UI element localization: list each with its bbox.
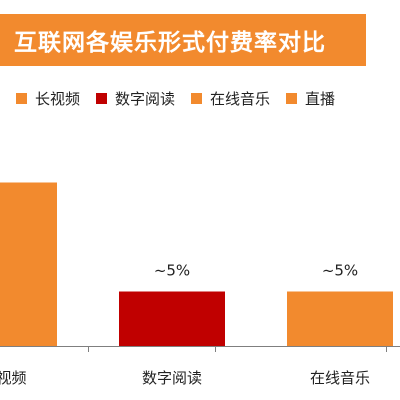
legend-item-digital-reading: 数字阅读 (96, 88, 175, 109)
bar-2 (287, 291, 393, 346)
category-label-0: 长视频 (0, 369, 27, 387)
bar-1 (119, 291, 225, 346)
bar-0 (0, 182, 57, 346)
legend-item-online-music: 在线音乐 (191, 88, 270, 109)
chart-title: 互联网各娱乐形式付费率对比 (14, 30, 326, 56)
category-label-1: 数字阅读 (142, 369, 202, 387)
legend-label-digital-reading: 数字阅读 (115, 89, 176, 108)
chart-legend: 长视频 数字阅读 在线音乐 直播 (16, 86, 396, 110)
chart-title-bar: 互联网各娱乐形式付费率对比 (0, 14, 366, 66)
data-label-2: ~5% (322, 262, 358, 280)
legend-swatch-live-streaming (286, 92, 298, 104)
legend-item-live-streaming: 直播 (286, 88, 335, 109)
legend-swatch-long-video (16, 92, 27, 104)
legend-swatch-digital-reading (96, 92, 108, 104)
data-label-1: ~5% (154, 262, 190, 280)
legend-label-live-streaming: 直播 (305, 89, 336, 108)
legend-label-long-video: 长视频 (35, 89, 81, 108)
legend-swatch-online-music (191, 92, 203, 104)
category-label-2: 在线音乐 (310, 369, 370, 387)
legend-item-long-video: 长视频 (16, 88, 80, 109)
legend-label-online-music: 在线音乐 (210, 89, 271, 108)
